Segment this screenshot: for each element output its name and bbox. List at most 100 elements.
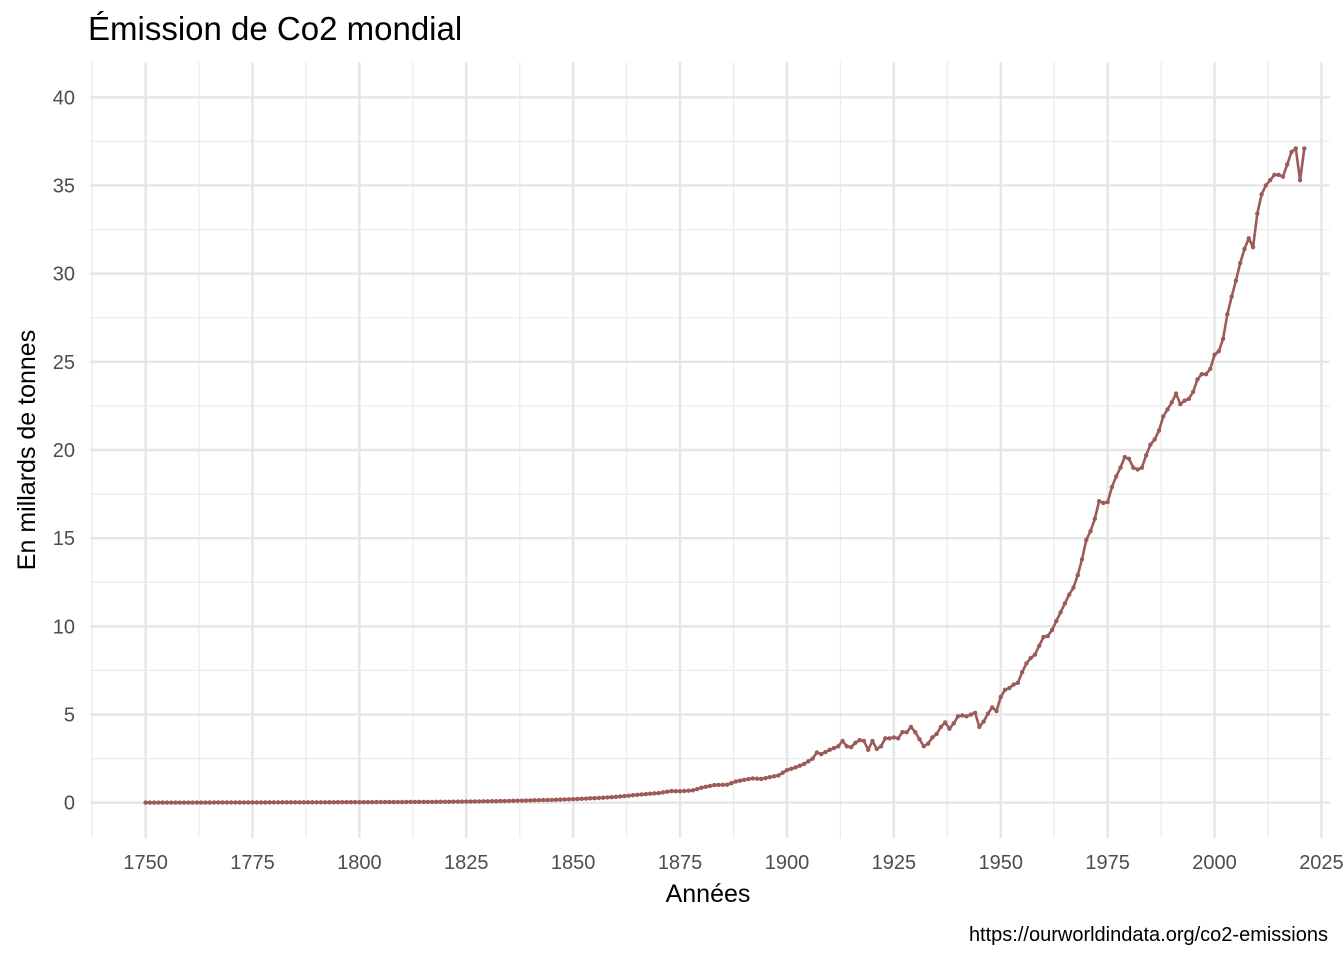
data-point xyxy=(1135,467,1140,472)
data-point xyxy=(626,793,631,798)
data-point xyxy=(1118,465,1123,470)
data-point xyxy=(1015,680,1021,685)
data-point xyxy=(523,798,529,803)
y-tick-label: 20 xyxy=(53,440,75,462)
data-point xyxy=(1143,453,1149,458)
x-tick-label: 1900 xyxy=(765,852,810,874)
data-point xyxy=(267,800,272,805)
data-point xyxy=(464,799,469,804)
data-point xyxy=(703,784,708,790)
data-point xyxy=(917,737,922,742)
data-point xyxy=(511,798,516,804)
data-point xyxy=(190,800,195,805)
data-point xyxy=(797,763,802,768)
data-point xyxy=(293,800,298,805)
data-point xyxy=(1276,172,1281,178)
data-point xyxy=(801,761,807,767)
data-point xyxy=(489,799,495,804)
data-point xyxy=(1263,183,1269,188)
data-point xyxy=(1007,685,1012,691)
data-point xyxy=(673,788,678,794)
data-point xyxy=(258,800,264,805)
data-point xyxy=(408,799,413,805)
data-point xyxy=(1280,174,1286,179)
source-caption: https://ourworldindata.org/co2-emissions xyxy=(969,924,1328,946)
y-tick-label: 0 xyxy=(64,793,75,815)
data-point xyxy=(160,800,165,805)
data-point xyxy=(1259,192,1264,197)
data-point xyxy=(1229,294,1234,299)
data-point xyxy=(1178,401,1183,407)
data-point xyxy=(1122,454,1127,460)
data-point xyxy=(686,788,691,793)
data-point xyxy=(181,800,187,805)
y-tick-label: 30 xyxy=(53,264,75,286)
data-point xyxy=(878,744,884,749)
data-point xyxy=(378,799,383,805)
data-point xyxy=(827,747,832,753)
data-point xyxy=(233,800,238,805)
data-point xyxy=(1062,601,1068,606)
data-point xyxy=(177,800,182,805)
data-point xyxy=(1054,618,1059,624)
data-point xyxy=(750,776,755,781)
data-point xyxy=(1058,610,1063,615)
data-point xyxy=(900,729,905,735)
data-point xyxy=(1233,278,1239,283)
data-point xyxy=(874,746,879,752)
data-point xyxy=(468,799,473,804)
data-point xyxy=(1238,260,1243,266)
data-point xyxy=(186,800,191,805)
data-point xyxy=(677,789,683,794)
data-point xyxy=(938,724,944,730)
data-point xyxy=(151,800,157,805)
data-point xyxy=(814,750,820,755)
data-point xyxy=(434,799,439,805)
data-point xyxy=(1220,336,1226,342)
data-point xyxy=(724,782,730,787)
data-point xyxy=(216,800,221,805)
data-point xyxy=(318,800,324,805)
data-point xyxy=(887,736,892,741)
data-point xyxy=(395,799,401,805)
data-point xyxy=(1032,652,1038,657)
data-point xyxy=(836,744,841,749)
data-point xyxy=(592,795,597,801)
data-point xyxy=(1212,352,1217,357)
data-point xyxy=(665,789,670,794)
data-point xyxy=(1208,366,1213,372)
x-tick-label: 1875 xyxy=(658,852,703,874)
data-point xyxy=(699,785,704,790)
data-point xyxy=(913,729,918,735)
data-point xyxy=(660,790,666,795)
data-point xyxy=(895,736,901,741)
data-point xyxy=(331,800,336,805)
data-point xyxy=(391,799,396,805)
data-point xyxy=(327,800,332,805)
x-axis-title: Années xyxy=(666,880,751,908)
data-point xyxy=(1203,371,1209,377)
data-point xyxy=(789,766,794,771)
x-tick-label: 1800 xyxy=(337,852,382,874)
data-point xyxy=(246,800,251,805)
data-point xyxy=(1161,414,1166,419)
data-point xyxy=(630,793,636,798)
data-point xyxy=(1126,456,1132,462)
series-layer xyxy=(143,146,1307,805)
data-point xyxy=(254,800,259,805)
data-point xyxy=(737,778,743,783)
data-point xyxy=(810,756,815,761)
data-point xyxy=(780,770,785,775)
data-point xyxy=(263,800,268,805)
data-point xyxy=(729,780,734,786)
data-point xyxy=(536,798,542,803)
data-point xyxy=(1267,177,1273,183)
data-point xyxy=(1101,500,1106,506)
data-point xyxy=(848,744,854,750)
data-point xyxy=(643,791,649,797)
data-point xyxy=(1182,398,1187,403)
data-point xyxy=(955,714,961,719)
data-point xyxy=(1028,655,1033,661)
data-point xyxy=(857,737,862,743)
